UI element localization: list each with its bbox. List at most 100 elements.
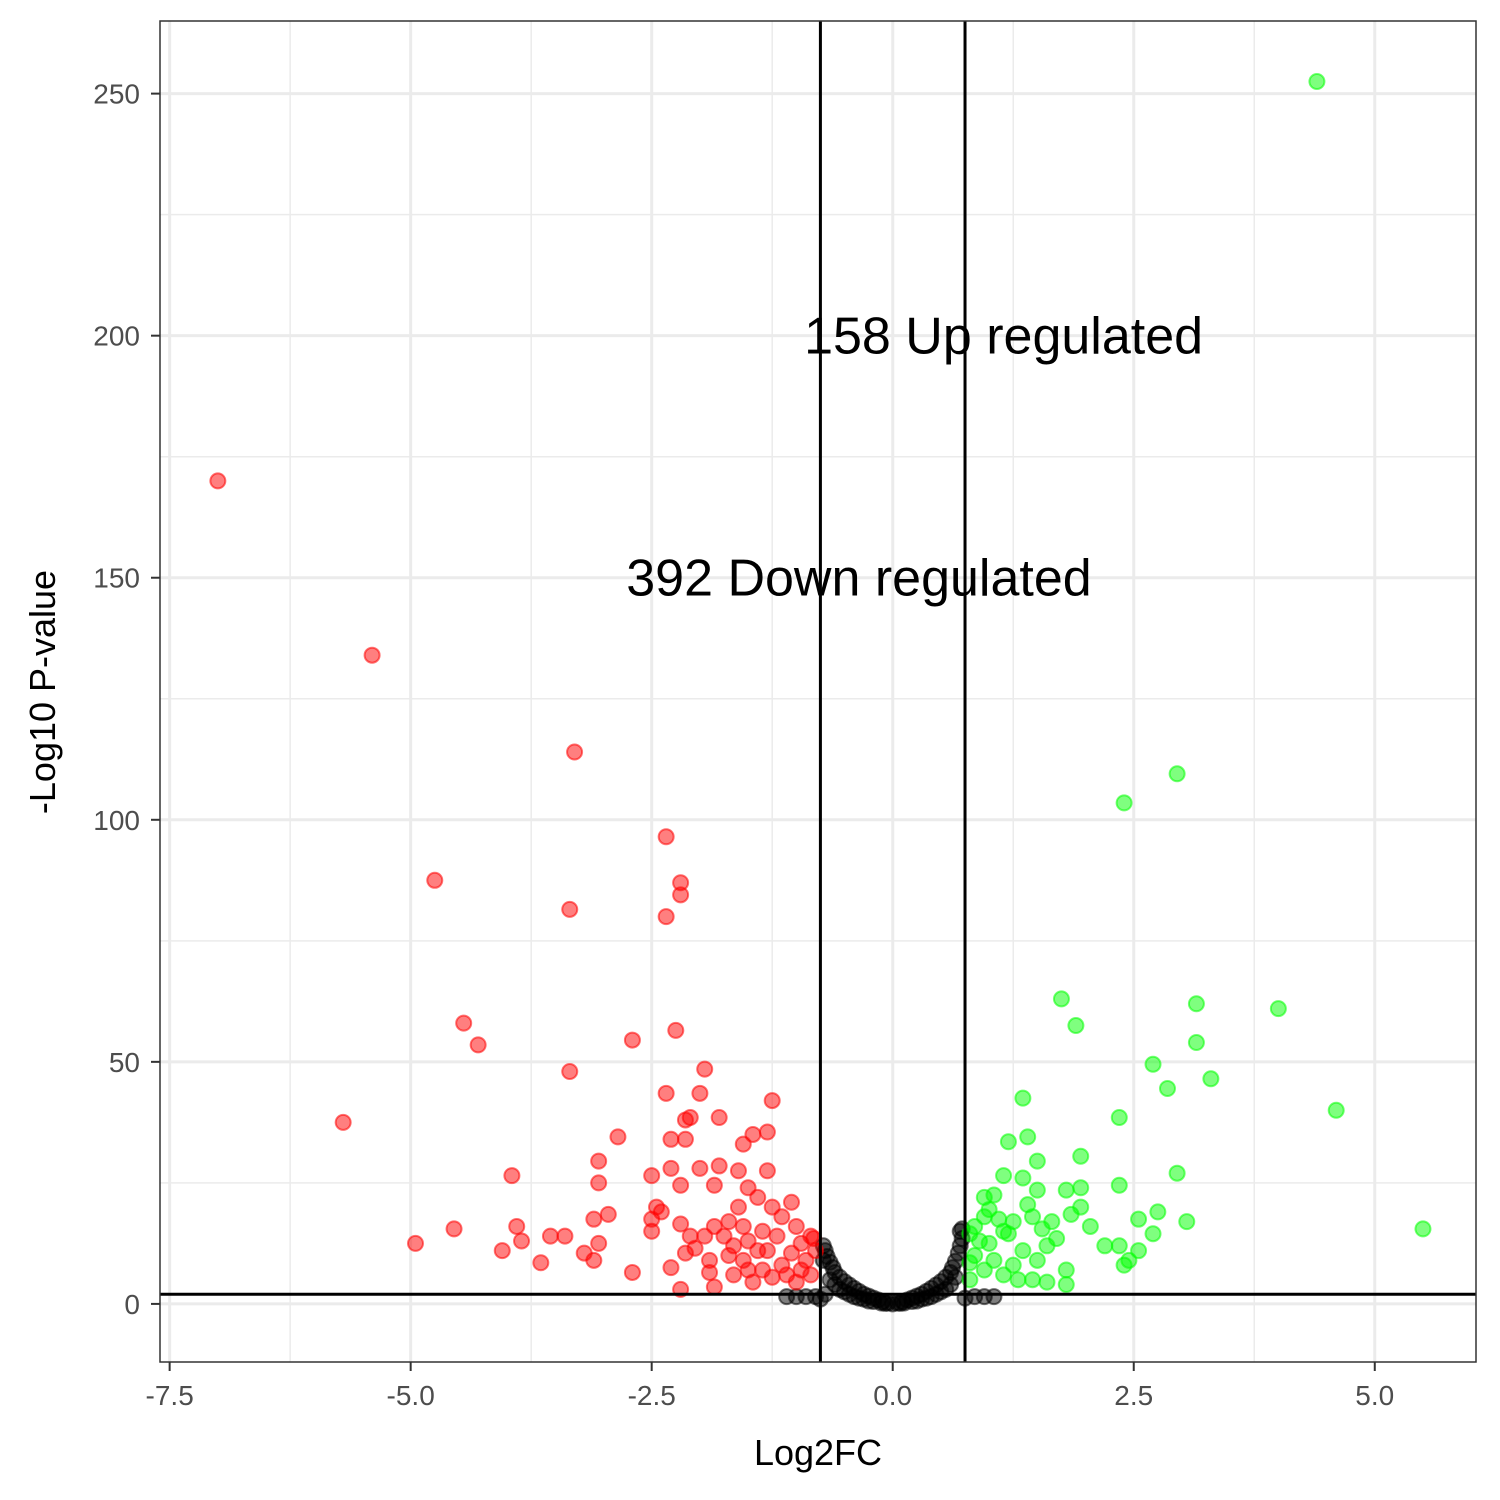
- down-point: [691, 1159, 709, 1177]
- down-point: [590, 1152, 608, 1170]
- down-point: [657, 1084, 675, 1102]
- ns-point: [778, 1288, 796, 1306]
- major-gridlines: [160, 21, 1476, 1362]
- down-point: [672, 1176, 690, 1194]
- down-point: [744, 1125, 762, 1143]
- down-point: [691, 1084, 709, 1102]
- up-point: [1014, 1242, 1032, 1260]
- down-point: [763, 1198, 781, 1216]
- down-point: [590, 1174, 608, 1192]
- up-point: [1149, 1203, 1167, 1221]
- down-point: [662, 1159, 680, 1177]
- down-point: [720, 1246, 738, 1264]
- down-point: [701, 1263, 719, 1281]
- down-point: [710, 1109, 728, 1127]
- down-point: [782, 1193, 800, 1211]
- up-point: [1168, 765, 1186, 783]
- down-point: [643, 1167, 661, 1185]
- x-tick-label: 5.0: [1355, 1380, 1394, 1411]
- up-point: [995, 1167, 1013, 1185]
- down-point: [787, 1273, 805, 1291]
- down-point: [802, 1266, 820, 1284]
- up-point: [1096, 1237, 1114, 1255]
- down-point: [623, 1031, 641, 1049]
- up-point: [1110, 1237, 1128, 1255]
- up-point: [1187, 995, 1205, 1013]
- y-axis-title: -Log10 P-value: [22, 570, 63, 814]
- up-point: [1067, 1017, 1085, 1035]
- up-point: [1168, 1164, 1186, 1182]
- x-axis-title: Log2FC: [754, 1432, 882, 1473]
- annotation-label: 158 Up regulated: [804, 308, 1203, 366]
- down-point: [725, 1266, 743, 1284]
- down-point: [705, 1176, 723, 1194]
- down-point: [739, 1261, 757, 1279]
- down-point: [681, 1109, 699, 1127]
- down-point: [599, 1205, 617, 1223]
- up-point: [999, 1225, 1017, 1243]
- up-point: [1009, 1271, 1027, 1289]
- up-point: [1004, 1256, 1022, 1274]
- down-point: [754, 1222, 772, 1240]
- y-tick-label: 50: [109, 1047, 140, 1078]
- annotations: 158 Up regulated 392 Down regulated: [626, 308, 1203, 608]
- down-point: [672, 1215, 690, 1233]
- y-axis: 0 50 100 150 200 250: [93, 79, 160, 1320]
- up-point: [1115, 1256, 1133, 1274]
- up-point: [1014, 1169, 1032, 1187]
- x-tick-label: 0.0: [873, 1380, 912, 1411]
- up-point: [1327, 1101, 1345, 1119]
- up-point: [1081, 1217, 1099, 1235]
- down-point: [209, 472, 227, 490]
- up-point: [1028, 1251, 1046, 1269]
- y-tick-label: 0: [124, 1289, 140, 1320]
- down-point: [787, 1217, 805, 1235]
- up-point: [1072, 1179, 1090, 1197]
- down-point: [406, 1234, 424, 1252]
- down-point: [643, 1222, 661, 1240]
- down-point: [749, 1242, 767, 1260]
- down-point: [541, 1227, 559, 1245]
- up-point: [1033, 1220, 1051, 1238]
- down-point: [513, 1232, 531, 1250]
- up-point: [1057, 1276, 1075, 1294]
- down-point: [729, 1162, 747, 1180]
- down-point: [672, 886, 690, 904]
- annotation-label: 392 Down regulated: [626, 550, 1091, 608]
- up-point: [1072, 1198, 1090, 1216]
- down-point: [667, 1021, 685, 1039]
- ns-point: [908, 1292, 926, 1310]
- down-point: [590, 1234, 608, 1252]
- up-point: [1308, 73, 1326, 91]
- down-point: [710, 1157, 728, 1175]
- ns-point: [891, 1294, 909, 1312]
- up-point: [1187, 1033, 1205, 1051]
- up-point: [1144, 1225, 1162, 1243]
- ns-point: [876, 1294, 894, 1312]
- up-point: [1019, 1128, 1037, 1146]
- up-point: [1144, 1055, 1162, 1073]
- down-point: [585, 1251, 603, 1269]
- y-tick-label: 100: [93, 805, 140, 836]
- down-point: [676, 1244, 694, 1262]
- down-point: [503, 1167, 521, 1185]
- down-point: [758, 1162, 776, 1180]
- y-tick-label: 200: [93, 321, 140, 352]
- down-point: [363, 646, 381, 664]
- up-point: [1269, 1000, 1287, 1018]
- down-point: [455, 1014, 473, 1032]
- up-point: [1072, 1147, 1090, 1165]
- threshold-lines: [160, 21, 1476, 1362]
- up-point: [999, 1133, 1017, 1151]
- up-point: [1057, 1261, 1075, 1279]
- down-point: [715, 1227, 733, 1245]
- up-point: [1110, 1176, 1128, 1194]
- down-point: [763, 1092, 781, 1110]
- down-point: [662, 1259, 680, 1277]
- x-tick-label: -2.5: [628, 1380, 676, 1411]
- down-point: [705, 1278, 723, 1296]
- up-point: [1414, 1220, 1432, 1238]
- down-point: [469, 1036, 487, 1054]
- down-point: [426, 871, 444, 889]
